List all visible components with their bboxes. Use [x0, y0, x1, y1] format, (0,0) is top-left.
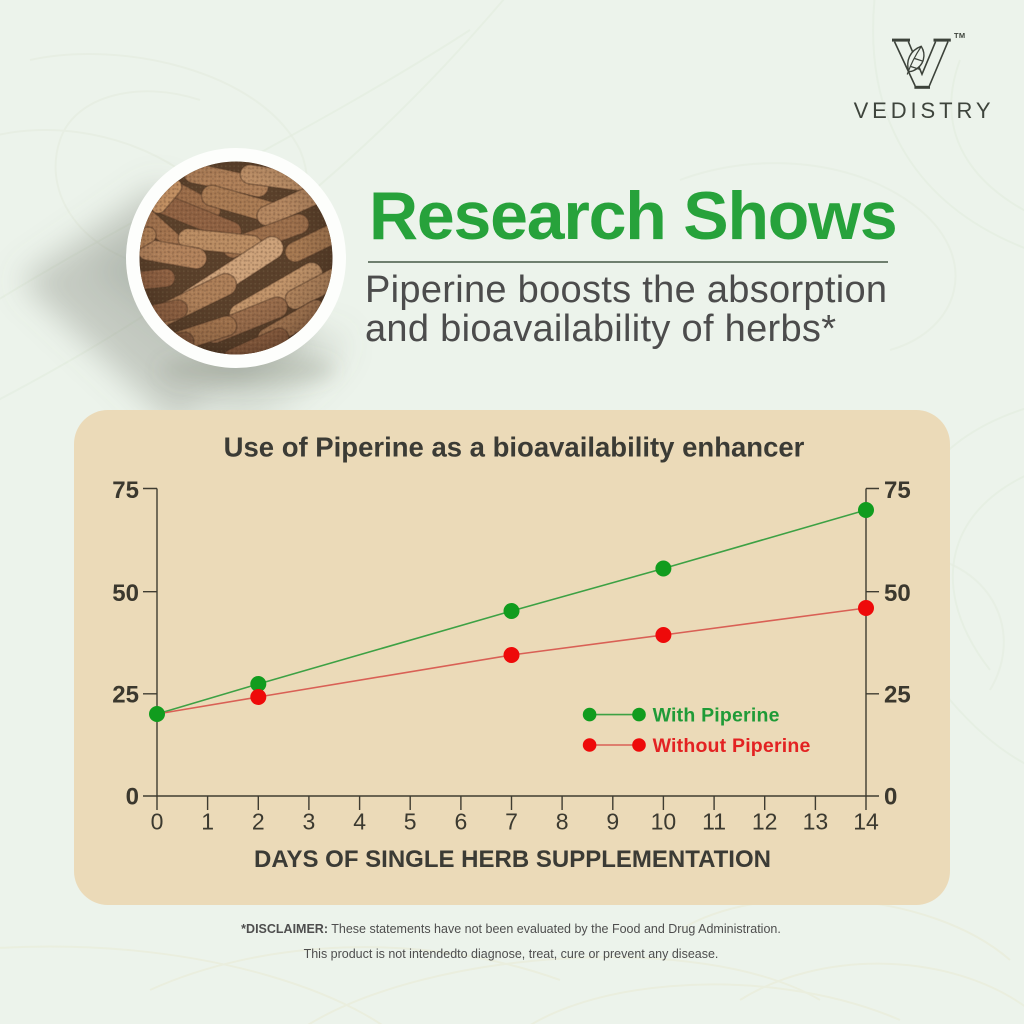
svg-text:9: 9 [606, 809, 619, 835]
svg-text:6: 6 [455, 809, 468, 835]
svg-text:75: 75 [884, 477, 911, 504]
svg-text:25: 25 [112, 682, 139, 709]
svg-text:5: 5 [404, 809, 417, 835]
svg-text:7: 7 [505, 809, 518, 835]
svg-text:TM: TM [954, 31, 965, 40]
svg-text:1: 1 [201, 809, 214, 835]
svg-text:25: 25 [884, 682, 911, 709]
svg-text:With Piperine: With Piperine [653, 705, 780, 727]
svg-text:0: 0 [126, 784, 139, 811]
svg-text:0: 0 [151, 809, 164, 835]
svg-text:8: 8 [556, 809, 569, 835]
svg-text:14: 14 [853, 809, 879, 835]
svg-text:10: 10 [651, 809, 677, 835]
svg-text:13: 13 [803, 809, 829, 835]
svg-text:0: 0 [884, 784, 897, 811]
svg-text:50: 50 [112, 580, 139, 607]
svg-text:DAYS OF SINGLE HERB SUPPLEMENT: DAYS OF SINGLE HERB SUPPLEMENTATION [254, 846, 771, 873]
svg-text:2: 2 [252, 809, 265, 835]
svg-text:4: 4 [353, 809, 366, 835]
svg-text:50: 50 [884, 580, 911, 607]
svg-text:11: 11 [702, 809, 726, 835]
svg-text:Use of Piperine as a bioavaila: Use of Piperine as a bioavailability enh… [224, 432, 805, 463]
svg-text:3: 3 [303, 809, 316, 835]
svg-text:75: 75 [112, 477, 139, 504]
svg-text:Without Piperine: Without Piperine [653, 735, 811, 757]
svg-text:12: 12 [752, 809, 778, 835]
